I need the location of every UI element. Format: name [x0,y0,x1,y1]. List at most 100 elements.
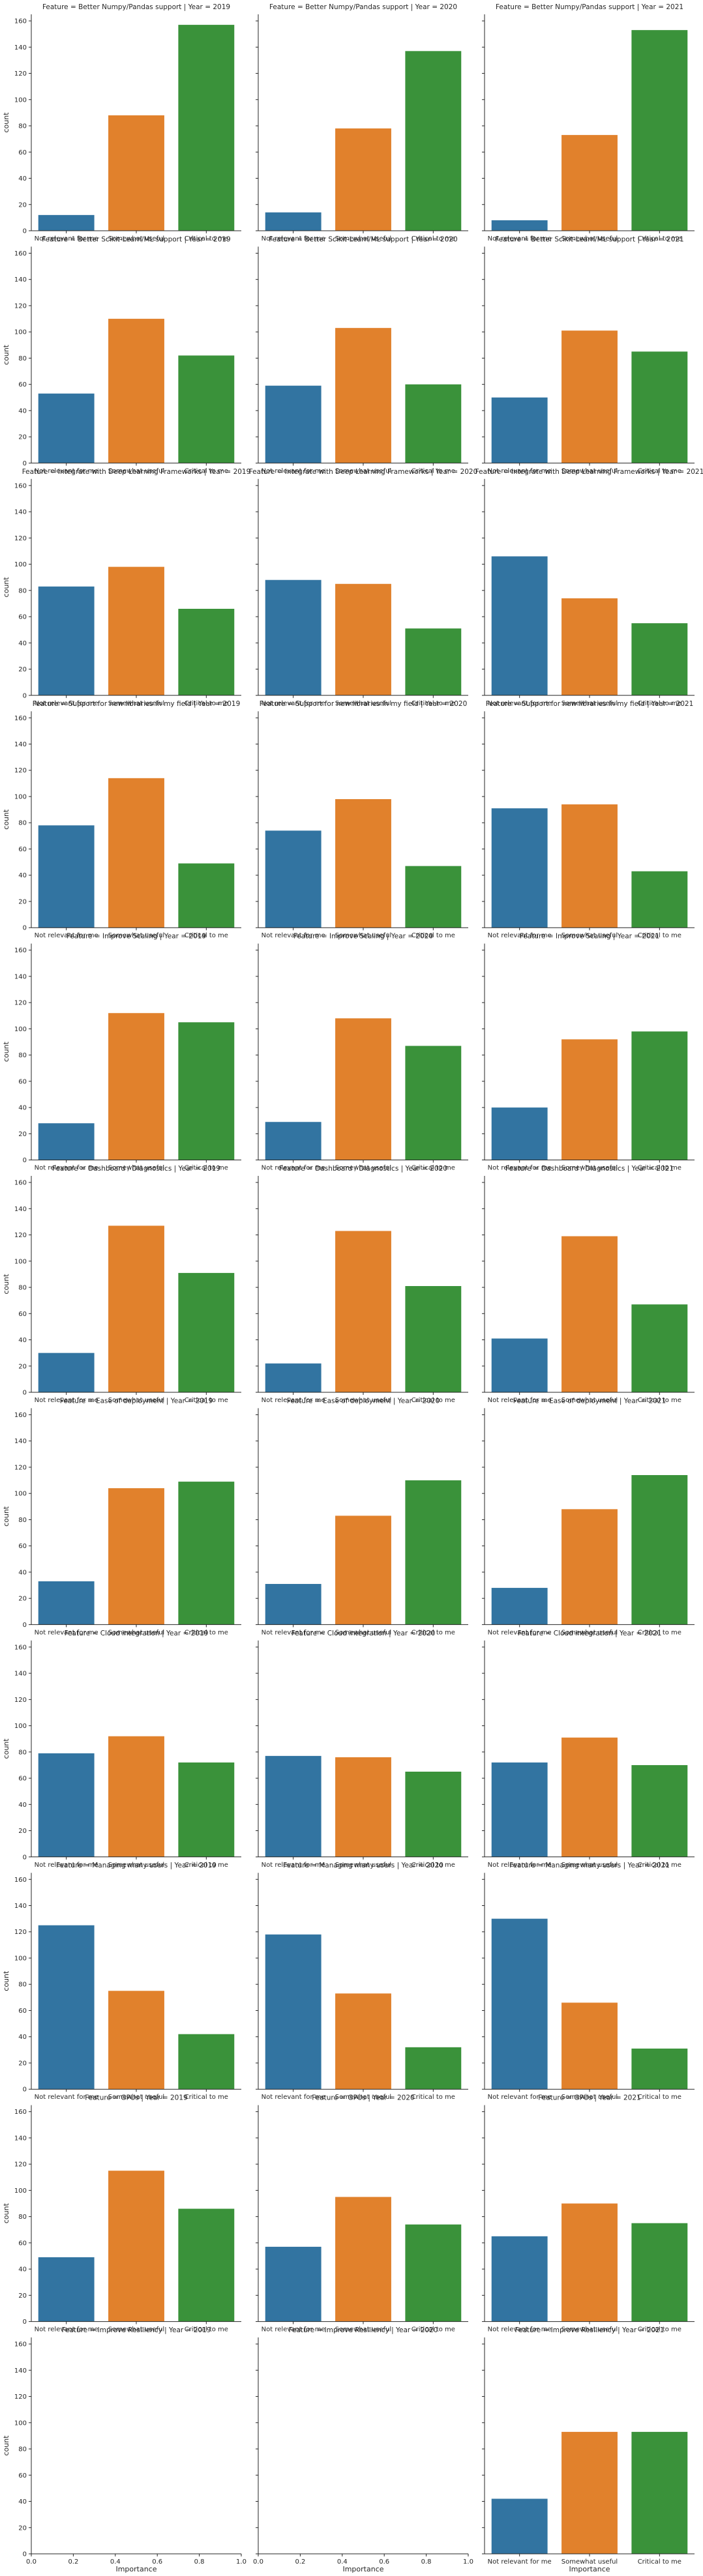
facet-panel: Feature = Support for new libraries in m… [256,700,468,939]
panel-title: Feature = Managing many users | Year = 2… [509,1862,670,1869]
x-tick-label: 0.2 [295,2558,305,2566]
y-tick-label: 40 [18,407,27,415]
x-tick-label: Not relevant for me [35,1862,98,1869]
x-tick-label: Critical to me [638,932,681,939]
y-tick-label: 80 [18,123,27,130]
x-tick-label: Critical to me [185,2326,228,2334]
bar [335,328,391,463]
facet-panel: Feature = Managing many users | Year = 2… [482,1862,695,2101]
y-tick-label: 160 [14,1180,27,1187]
y-axis-label: count [2,1274,10,1295]
y-tick-label: 140 [14,2135,27,2142]
panel-title: Feature = GPUs | Year = 2020 [312,2094,414,2102]
bar [335,1018,391,1160]
x-tick-label: Critical to me [185,235,228,242]
y-tick-label: 100 [14,1258,27,1265]
panel-title: Feature = Integrate with Deep Learning F… [22,468,251,476]
bar [38,1353,95,1392]
bar [631,30,688,231]
bar [265,1755,322,1857]
y-tick-label: 40 [18,175,27,183]
y-tick-label: 100 [14,329,27,336]
x-tick-label: Critical to me [411,1165,455,1172]
y-tick-label: 40 [18,1569,27,1576]
x-tick-label: Critical to me [411,235,455,242]
bar [405,866,462,928]
panel-title: Feature = Integrate with Deep Learning F… [249,468,478,476]
x-tick-label: Somewhat useful [561,2326,618,2334]
x-tick-label: Not relevant for me [488,932,552,939]
bar [561,2431,618,2554]
bar [265,1363,322,1392]
bar [405,2224,462,2322]
y-tick-label: 80 [18,820,27,827]
y-tick-label: 0 [23,1854,27,1861]
y-axis-label: count [2,1738,10,1759]
y-tick-label: 140 [14,276,27,284]
y-tick-label: 20 [18,201,27,209]
x-tick-label: 0.2 [68,2558,78,2566]
bar [38,1925,95,2090]
y-tick-label: 120 [14,70,27,78]
x-tick-label: Not relevant for me [262,2094,325,2101]
y-tick-label: 140 [14,1903,27,1910]
x-tick-label: Not relevant for me [488,467,552,475]
facet-panel: Feature = Better Numpy/Pandas support | … [482,3,695,242]
y-tick-label: 20 [18,2060,27,2067]
x-tick-label: Not relevant for me [262,1165,325,1172]
x-tick-label: Not relevant for me [35,1165,98,1172]
bar [491,808,548,928]
panel-title: Feature = Cloud integration | Year = 201… [65,1630,209,1637]
bar [265,830,322,928]
panel-title: Feature = Dashboard / Diagnostics | Year… [505,1165,674,1173]
facet-panel: Feature = Support for new libraries in m… [482,700,695,939]
y-tick-label: 0 [23,1390,27,1397]
x-tick-label: Somewhat useful [561,1862,618,1869]
y-tick-label: 120 [14,535,27,542]
facet-panel: Feature = Ease of deployment | Year = 20… [256,1397,468,1636]
y-tick-label: 60 [18,2472,27,2480]
x-tick-label: Somewhat useful [335,1397,391,1404]
y-tick-label: 40 [18,1337,27,1344]
y-tick-label: 140 [14,1206,27,1213]
y-tick-label: 160 [14,1412,27,1419]
x-tick-label: Not relevant for me [262,1862,325,1869]
bar [178,863,235,928]
x-tick-label: 0.6 [379,2558,389,2566]
panel-title: Feature = Better Numpy/Pandas support | … [269,3,457,11]
x-tick-label: Critical to me [411,932,455,939]
facet-panel: Feature = Support for new libraries in m… [2,700,241,939]
bar [631,2431,688,2554]
bar [178,1272,235,1392]
x-axis-label: Importance [569,2565,610,2573]
y-axis-label: count [2,1506,10,1527]
y-tick-label: 40 [18,1802,27,1809]
bar [491,1338,548,1392]
x-tick-label: Critical to me [638,235,681,242]
bar [405,1480,462,1625]
y-tick-label: 120 [14,1464,27,1471]
x-tick-label: Critical to me [638,1862,681,1869]
y-tick-label: 0 [23,925,27,932]
bar [108,1013,164,1160]
y-tick-label: 120 [14,1929,27,1936]
bar [178,1762,235,1857]
facet-panel: Feature = Better Numpy/Pandas support | … [2,3,241,242]
bar [491,1107,548,1160]
panel-title: Feature = Improve Resiliency | Year = 20… [515,2326,665,2334]
y-tick-label: 100 [14,1955,27,1962]
y-tick-label: 60 [18,1311,27,1318]
x-tick-label: Not relevant for me [262,1397,325,1404]
bar [178,25,235,231]
facet-panel: Feature = GPUs | Year = 2019 0 20 40 60 80 100… [2,2094,241,2334]
bar [108,115,164,231]
bar [38,825,95,928]
bar [335,583,391,695]
x-tick-label: Somewhat useful [335,2094,391,2101]
y-tick-label: 0 [23,2086,27,2094]
y-tick-label: 0 [23,2319,27,2326]
x-tick-label: Somewhat useful [108,1629,164,1636]
x-tick-label: Somewhat useful [335,467,391,475]
bar [631,623,688,695]
bar [108,566,164,695]
